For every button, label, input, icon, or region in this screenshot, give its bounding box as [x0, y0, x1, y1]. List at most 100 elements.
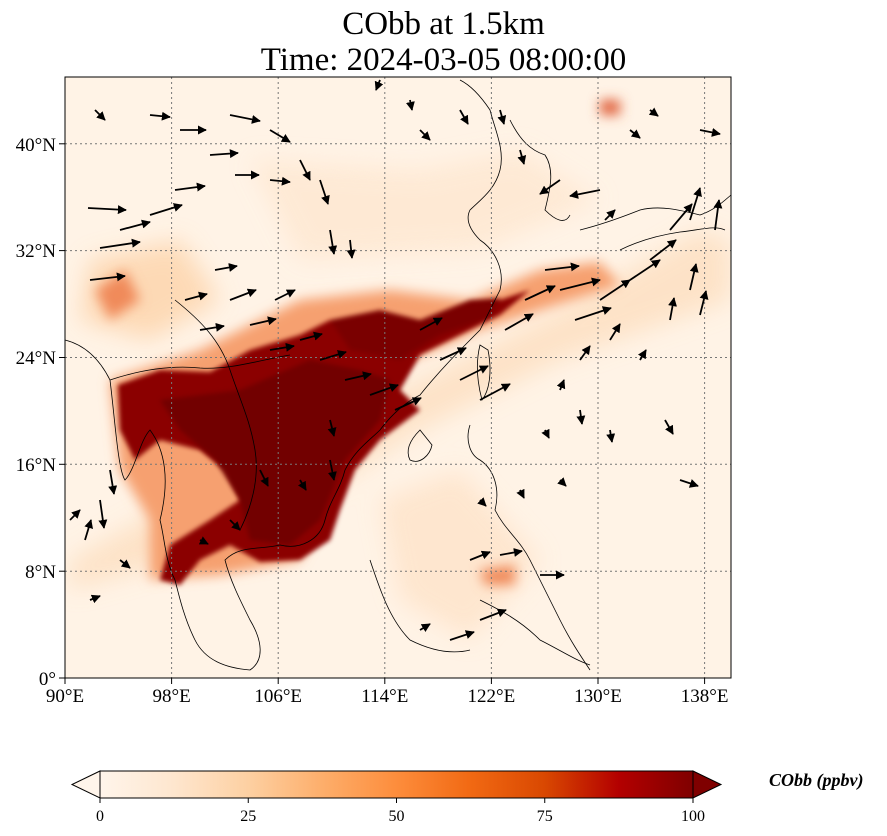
- wind-arrow: [669, 203, 693, 231]
- wind-vectors: [69, 79, 723, 641]
- wind-arrow: [344, 371, 372, 381]
- map-time-subtitle: Time: 2024-03-05 08:00:00: [260, 42, 627, 78]
- wind-arrow: [629, 129, 641, 139]
- wind-arrow: [199, 322, 225, 332]
- wind-arrow: [449, 630, 475, 641]
- x-tick-label: 90°E: [46, 686, 84, 707]
- wind-arrow: [516, 488, 525, 499]
- wind-arrow: [569, 189, 601, 199]
- wind-arrow: [504, 313, 534, 331]
- wind-arrow: [198, 536, 209, 545]
- y-tick-label: 16°N: [16, 455, 57, 476]
- wind-arrow: [346, 239, 356, 259]
- wind-arrow: [89, 594, 101, 604]
- wind-arrow: [229, 114, 261, 124]
- wind-arrow: [544, 262, 580, 272]
- wind-arrow: [319, 350, 347, 361]
- wind-arrow: [559, 277, 601, 291]
- x-tick-label: 130°E: [574, 686, 622, 707]
- wind-arrow: [405, 99, 415, 111]
- wind-arrow: [477, 497, 487, 507]
- wind-arrow: [119, 219, 151, 231]
- wind-arrow: [297, 479, 307, 491]
- wind-arrow: [269, 176, 291, 186]
- wind-arrow: [713, 199, 723, 231]
- wind-arrow: [328, 229, 338, 255]
- wind-arrow: [499, 548, 523, 557]
- wind-arrow: [229, 288, 257, 301]
- wind-arrow: [649, 239, 677, 261]
- y-tick-label: 0°: [39, 669, 56, 690]
- wind-arrow: [556, 379, 566, 391]
- wind-arrow: [269, 129, 291, 143]
- y-tick-label: 40°N: [16, 135, 57, 156]
- wind-arrow: [699, 290, 709, 316]
- wind-arrow: [98, 499, 108, 529]
- gridlines: [65, 77, 731, 678]
- wind-arrow: [108, 469, 118, 495]
- wind-arrow: [327, 459, 337, 481]
- colorbar-extend-low: [70, 770, 101, 799]
- wind-arrow: [119, 559, 131, 569]
- wind-arrow: [574, 306, 612, 321]
- wind-arrow: [419, 129, 431, 141]
- x-tick-label: 122°E: [468, 686, 516, 707]
- colorbar-tick-label: 25: [240, 808, 256, 825]
- wind-arrow: [699, 127, 721, 137]
- wind-arrow: [459, 109, 469, 125]
- wind-arrow: [576, 409, 586, 425]
- colorbar-extend-high: [692, 770, 723, 799]
- x-tick-label: 114°E: [361, 686, 408, 707]
- wind-arrow: [319, 179, 330, 205]
- colorbar-label: CObb (ppbv): [769, 770, 864, 790]
- wind-arrow: [269, 342, 295, 352]
- wind-arrow: [69, 509, 81, 521]
- wind-arrow: [209, 149, 239, 159]
- wind-arrow: [664, 419, 674, 435]
- wind-arrow: [459, 365, 489, 381]
- wind-arrow: [259, 469, 269, 487]
- colorbar-tick-label: 0: [96, 808, 104, 825]
- wind-arrow: [149, 111, 171, 121]
- wind-arrow: [689, 187, 702, 221]
- wind-arrow: [299, 159, 311, 181]
- wind-arrow: [214, 263, 238, 272]
- wind-arrow: [419, 623, 431, 633]
- y-tick-label: 8°N: [25, 562, 56, 583]
- wind-arrow: [84, 519, 93, 541]
- colorbar-tick-label: 100: [681, 808, 705, 825]
- wind-arrow: [184, 291, 208, 301]
- x-tick-label: 138°E: [681, 686, 729, 707]
- coastlines: [65, 79, 731, 671]
- wind-arrow: [299, 331, 323, 341]
- wind-arrow: [599, 279, 631, 301]
- wind-arrow: [606, 429, 616, 443]
- wind-arrow: [541, 428, 550, 439]
- wind-arrow: [604, 209, 616, 221]
- wind-arrow: [689, 263, 699, 291]
- wind-arrow: [579, 345, 591, 361]
- wind-arrow: [679, 479, 699, 488]
- wind-arrow: [174, 182, 206, 192]
- wind-arrow: [668, 297, 677, 321]
- wind-arrow: [517, 149, 527, 165]
- map-frame: [64, 76, 732, 679]
- wind-arrow: [149, 203, 183, 216]
- wind-arrow: [524, 285, 556, 301]
- colorbar-tick-label: 75: [537, 808, 553, 825]
- wind-arrow: [629, 259, 661, 281]
- colorbar-tick-label: 50: [389, 808, 405, 825]
- x-tick-label: 98°E: [152, 686, 190, 707]
- wind-arrow: [557, 477, 567, 487]
- wind-arrow: [87, 205, 127, 215]
- wind-arrow: [479, 608, 507, 621]
- x-tick-label: 106°E: [254, 686, 302, 707]
- y-tick-label: 32°N: [16, 241, 57, 262]
- wind-arrow: [637, 349, 647, 361]
- wind-arrow: [419, 317, 443, 331]
- wind-arrow: [94, 109, 106, 121]
- wind-arrow: [99, 238, 141, 249]
- axis-ticks: [59, 143, 706, 684]
- wind-arrow: [648, 107, 659, 117]
- colorbar: 0 25 50 75 100: [70, 770, 723, 825]
